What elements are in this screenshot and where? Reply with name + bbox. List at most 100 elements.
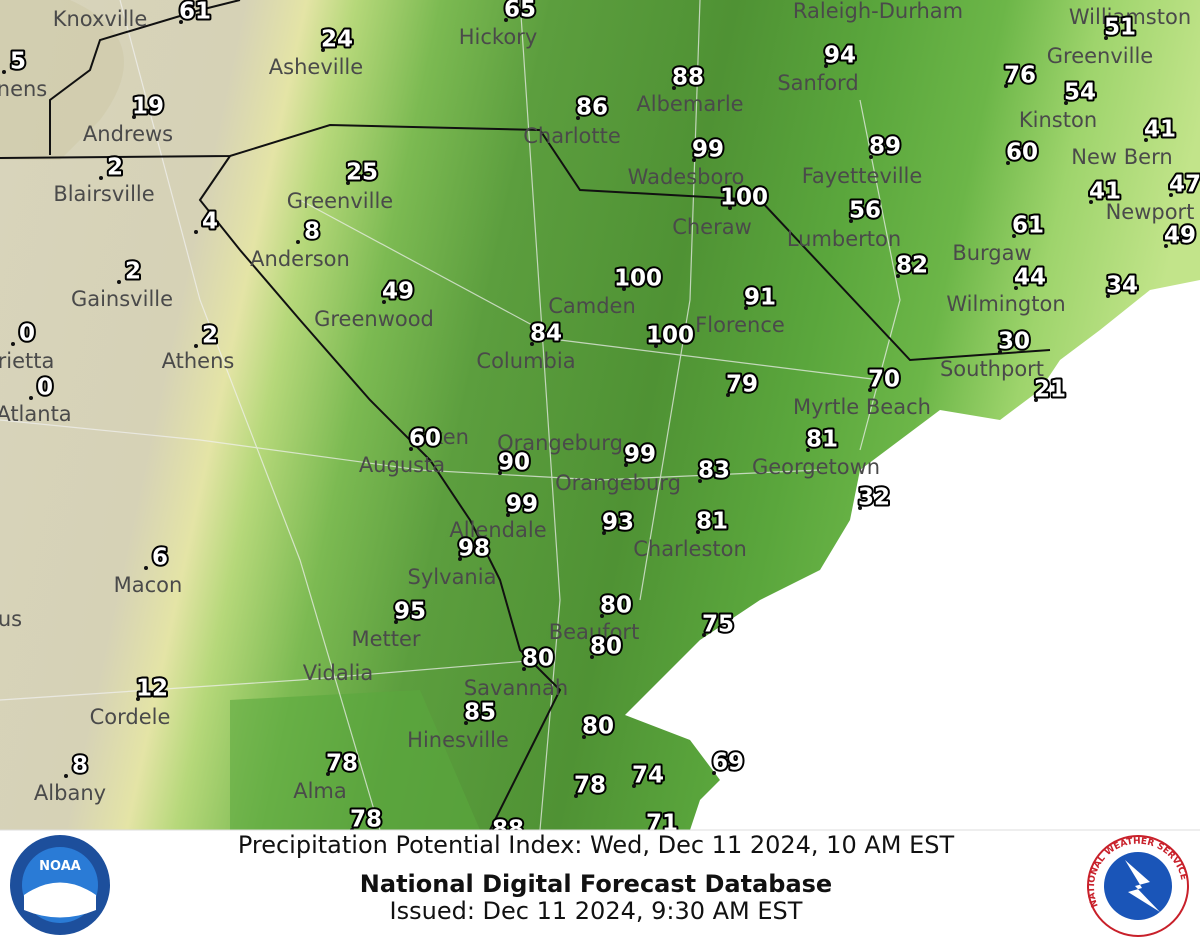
station-dot <box>1089 200 1093 204</box>
station-dot <box>64 774 68 778</box>
value-label: 60 <box>1006 140 1038 166</box>
value-label: 34 <box>1106 273 1138 299</box>
station-dot <box>1004 84 1008 88</box>
value-label: 100 <box>646 323 694 349</box>
value-label: 69 <box>712 750 744 776</box>
value-label: 32 <box>858 485 890 511</box>
station-dot <box>896 274 900 278</box>
place-label: New Bern <box>1071 145 1172 169</box>
logo-text: NOAA <box>39 859 81 874</box>
station-dot <box>11 342 15 346</box>
value-label: 80 <box>600 593 632 619</box>
station-dot <box>1034 398 1038 402</box>
place-label: Wilmington <box>946 292 1065 316</box>
station-dot <box>574 794 578 798</box>
station-dot <box>99 176 103 180</box>
station-dot <box>602 531 606 535</box>
station-dot <box>672 86 676 90</box>
value-label: 61 <box>179 0 211 25</box>
station-dot <box>504 18 508 22</box>
station-dot <box>117 280 121 284</box>
station-dot <box>624 463 628 467</box>
place-label: Anderson <box>250 247 350 271</box>
station-dot <box>2 70 6 74</box>
logo-bird <box>24 882 96 918</box>
station-dot <box>869 155 873 159</box>
value-label: 47 <box>1169 172 1200 198</box>
value-label: 86 <box>576 95 608 121</box>
value-label: 75 <box>702 612 734 638</box>
value-label: 12 <box>136 676 168 702</box>
value-label: 60 <box>409 426 441 452</box>
value-label: 74 <box>632 763 664 789</box>
place-label: Greenville <box>287 189 393 213</box>
value-label: 93 <box>602 510 634 536</box>
value-label: 2 <box>107 155 123 181</box>
place-label: Orangeburg <box>555 471 681 495</box>
caption-title: Precipitation Potential Index: Wed, Dec … <box>238 831 955 859</box>
station-dot <box>1144 138 1148 142</box>
value-label: 82 <box>896 253 928 279</box>
noaa-logo: NOAA <box>10 835 110 935</box>
value-label: 49 <box>1164 223 1196 249</box>
station-dot <box>712 771 716 775</box>
place-label: Newport <box>1106 200 1195 224</box>
place-label: Atlanta <box>0 402 72 426</box>
value-label: 54 <box>1064 80 1096 106</box>
station-dot <box>849 219 853 223</box>
station-dot <box>394 620 398 624</box>
station-dot <box>998 350 1002 354</box>
station-dot <box>726 393 730 397</box>
value-label: 88 <box>672 65 704 91</box>
roads <box>0 0 900 830</box>
value-label: 85 <box>464 700 496 726</box>
value-label: 84 <box>530 321 562 347</box>
value-label: 78 <box>574 773 606 799</box>
station-dot <box>1014 286 1018 290</box>
place-label: Kinston <box>1019 108 1097 132</box>
station-dot <box>1169 193 1173 197</box>
value-label: 99 <box>506 492 538 518</box>
place-label: Orangeburg <box>497 431 623 455</box>
place-label: Knoxville <box>53 7 148 31</box>
value-label: 0 <box>37 375 53 401</box>
place-label: Albany <box>34 781 106 805</box>
place-label: Andrews <box>83 122 173 146</box>
place-label: Hinesville <box>407 728 509 752</box>
station-dot <box>464 721 468 725</box>
station-dot <box>29 396 33 400</box>
place-label: Georgetown <box>752 455 880 479</box>
station-dot <box>692 158 696 162</box>
station-dot <box>458 557 462 561</box>
value-label: 80 <box>582 714 614 740</box>
station-dot <box>194 344 198 348</box>
station-dot <box>696 530 700 534</box>
value-label: 51 <box>1104 15 1136 41</box>
place-label: Beaufort <box>549 620 640 644</box>
station-dot <box>136 697 140 701</box>
station-dot <box>409 447 413 451</box>
place-label: Aiken <box>411 425 469 449</box>
value-label: 76 <box>1004 63 1036 89</box>
value-label: 94 <box>824 43 856 69</box>
value-label: 5 <box>10 49 26 75</box>
place-label: Blairsville <box>53 182 154 206</box>
value-label: 6 <box>152 545 168 571</box>
place-label: Myrtle Beach <box>793 395 931 419</box>
logo-bolt <box>1125 860 1160 912</box>
value-label: 81 <box>696 509 728 535</box>
value-label: 0 <box>19 321 35 347</box>
station-dot <box>346 181 350 185</box>
value-label: 78 <box>350 807 382 833</box>
value-label: 44 <box>1014 265 1046 291</box>
value-label: 80 <box>522 646 554 672</box>
field-shade <box>0 0 124 160</box>
value-label: 90 <box>498 450 530 476</box>
station-dot <box>194 230 198 234</box>
place-label: Greenville <box>1047 44 1153 68</box>
map-area <box>0 0 1200 830</box>
place-label: rietta <box>0 349 54 373</box>
value-label: 83 <box>698 458 730 484</box>
station-dot <box>1064 101 1068 105</box>
